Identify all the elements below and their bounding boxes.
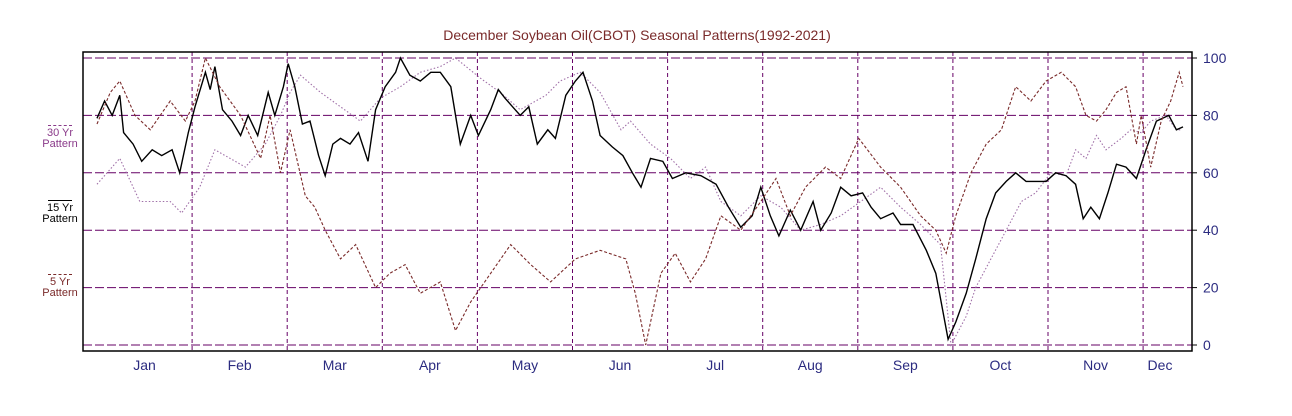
y-tick-label: 80 (1203, 107, 1219, 123)
month-label: Jan (133, 357, 156, 373)
y-tick-label: 20 (1203, 280, 1219, 296)
month-label: Jul (706, 357, 724, 373)
month-label: Aug (798, 357, 823, 373)
legend-5yr-swatch (48, 274, 72, 275)
legend-5yr-line2: Pattern (42, 287, 78, 299)
legend-30yr-line2: Pattern (42, 138, 78, 150)
month-label: Sep (893, 357, 918, 373)
legend-30yr: 30 Yr Pattern (30, 125, 90, 150)
series-line-s30 (96, 57, 1182, 347)
legend-15yr: 15 Yr Pattern (30, 200, 90, 225)
legend-15yr-swatch (48, 200, 72, 201)
month-label: Apr (419, 357, 441, 373)
y-tick-label: 100 (1203, 50, 1227, 66)
chart-title: December Soybean Oil(CBOT) Seasonal Patt… (443, 27, 831, 43)
month-label: Jun (609, 357, 632, 373)
month-label: Dec (1148, 357, 1173, 373)
month-label: Oct (990, 357, 1012, 373)
series-line-s15 (96, 56, 1184, 342)
y-tick-label: 60 (1203, 165, 1219, 181)
month-label: May (512, 357, 538, 373)
month-label: Feb (228, 357, 252, 373)
y-tick-label: 40 (1203, 222, 1219, 238)
legend-5yr-line1: 5 Yr (50, 276, 70, 288)
plot-frame (82, 51, 1193, 352)
legend-15yr-line1: 15 Yr (46, 202, 74, 214)
month-label: Mar (323, 357, 347, 373)
legend-30yr-line1: 30 Yr (46, 127, 74, 139)
series-line-s5 (96, 56, 1184, 346)
legend-5yr: 5 Yr Pattern (30, 274, 90, 299)
legend-30yr-swatch (48, 125, 72, 126)
legend-15yr-line2: Pattern (42, 213, 78, 225)
y-tick-label: 0 (1203, 337, 1211, 353)
month-label: Nov (1083, 357, 1108, 373)
